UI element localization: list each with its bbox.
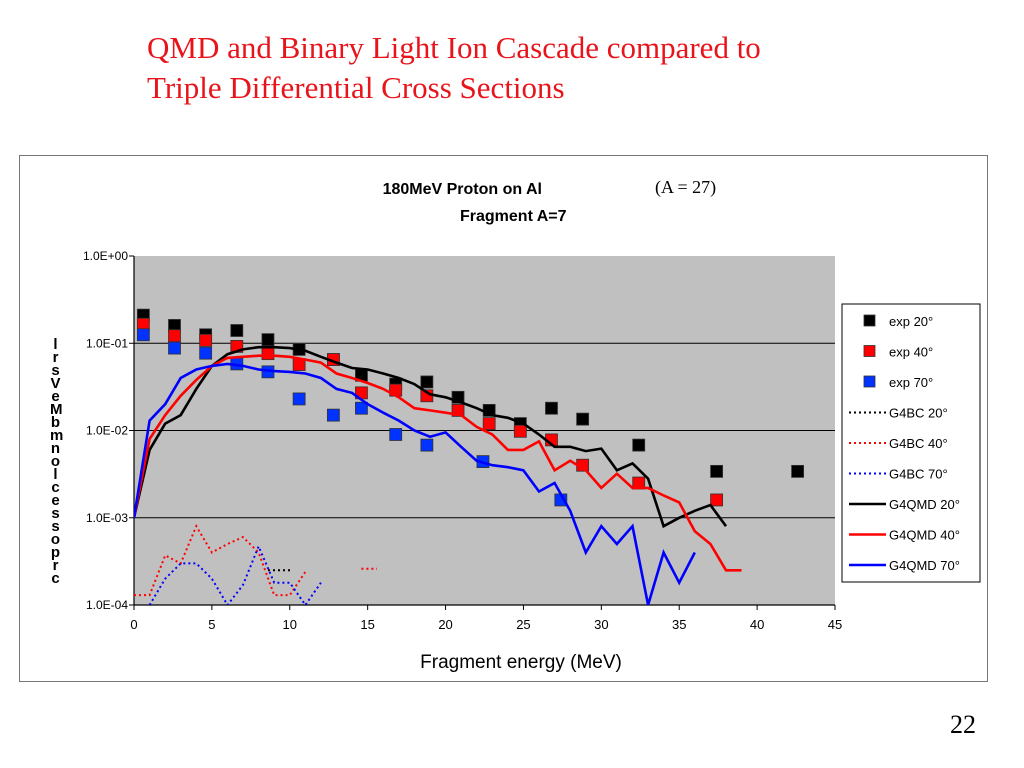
chart-title: 180MeV Proton on Al [383,181,542,198]
slide-title: QMD and Binary Light Ion Cascade compare… [147,28,761,108]
x-tick-label: 40 [750,617,764,632]
x-tick-label: 10 [283,617,297,632]
legend-label-exp-70: exp 70° [889,375,933,390]
exp-70-point [136,328,150,342]
exp-40-point [168,329,181,343]
plot-area: 1.0E+00 1.0E-01 1.0E-02 1.0E-03 1.0E-040 5 10 1… [83,249,842,632]
y-axis-label-box: l r s V e M b m n o l c e s s o p r c [50,338,66,600]
exp-20-point [230,324,244,337]
exp-70-point [292,392,306,406]
g4qmd-70-line [134,362,696,605]
y-tick-label: 1.0E-03 [86,511,128,525]
g4bc-40-line [134,523,307,597]
legend-marker-exp-40 [863,345,876,357]
slide-number: 22 [950,710,976,739]
g4qmd-20-line [134,345,728,529]
exp-40-point [513,424,527,438]
chart-title-suffix: (A = 27) [655,177,716,198]
exp-40-point [482,417,496,430]
slide-title-line-2: Triple Differential Cross Sections [147,70,565,105]
legend: exp 20° exp 40° exp 70° G4BC 20° G4BC 40° G4B… [841,303,981,583]
exp-40-point [261,347,275,361]
legend-label-g4bc-40: G4BC 40° [889,436,948,451]
x-tick-label: 0 [130,617,137,632]
x-tick-label: 45 [828,617,842,632]
x-axis-label: Fragment energy (MeV) [420,652,622,673]
exp-70-point [168,341,181,355]
chart: 180MeV Proton on Al (A = 27) Fragment A=… [83,177,981,673]
x-tick-label: 30 [594,617,608,632]
x-tick-label: 20 [438,617,452,632]
x-tick-label: 25 [516,617,530,632]
legend-label-g4qmd-40: G4QMD 40° [889,528,960,543]
legend-marker-exp-20 [863,314,876,327]
legend-label-g4qmd-20: G4QMD 20° [889,497,960,512]
y-tick-label: 1.0E-04 [86,598,128,612]
y-tick-label: 1.0E+00 [83,249,128,263]
x-tick-label: 35 [672,617,686,632]
legend-label-exp-20: exp 20° [889,314,933,329]
x-tick-label: 5 [208,617,215,632]
y-tick-label: 1.0E-02 [86,424,128,438]
exp-20-point [576,412,590,426]
exp-70-point [326,408,340,422]
legend-label-g4bc-70: G4BC 70° [889,467,948,482]
exp-70-point [199,346,213,360]
g4qmd-40-line [134,354,742,572]
exp-20-point [791,464,805,478]
x-tick-label: 15 [360,617,374,632]
legend-label-g4bc-20: G4BC 20° [889,406,948,421]
exp-20-point [545,401,558,415]
chart-subtitle: Fragment A=7 [460,208,567,225]
y-axis-label: l r s V e M b m n o l c e s s o p r c [50,338,64,587]
exp-20-point [632,438,646,452]
exp-20-point [420,375,434,389]
exp-20-point [261,333,275,347]
exp-40-point [199,333,213,347]
legend-label-exp-40: exp 40° [889,345,933,360]
slide-title-line-1: QMD and Binary Light Ion Cascade compare… [147,30,761,65]
exp-20-point [710,464,724,478]
chart-frame: 180MeV Proton on Al (A = 27) Fragment A=… [19,155,988,682]
exp-70-point [355,401,368,415]
y-tick-label: 1.0E-01 [86,336,128,350]
exp-40-point [710,493,724,507]
legend-label-g4qmd-70: G4QMD 70° [889,558,960,573]
exp-70-point [389,428,403,441]
exp-70-point [420,438,434,452]
g4bc-70-line [148,543,322,605]
legend-marker-exp-70 [863,375,876,388]
